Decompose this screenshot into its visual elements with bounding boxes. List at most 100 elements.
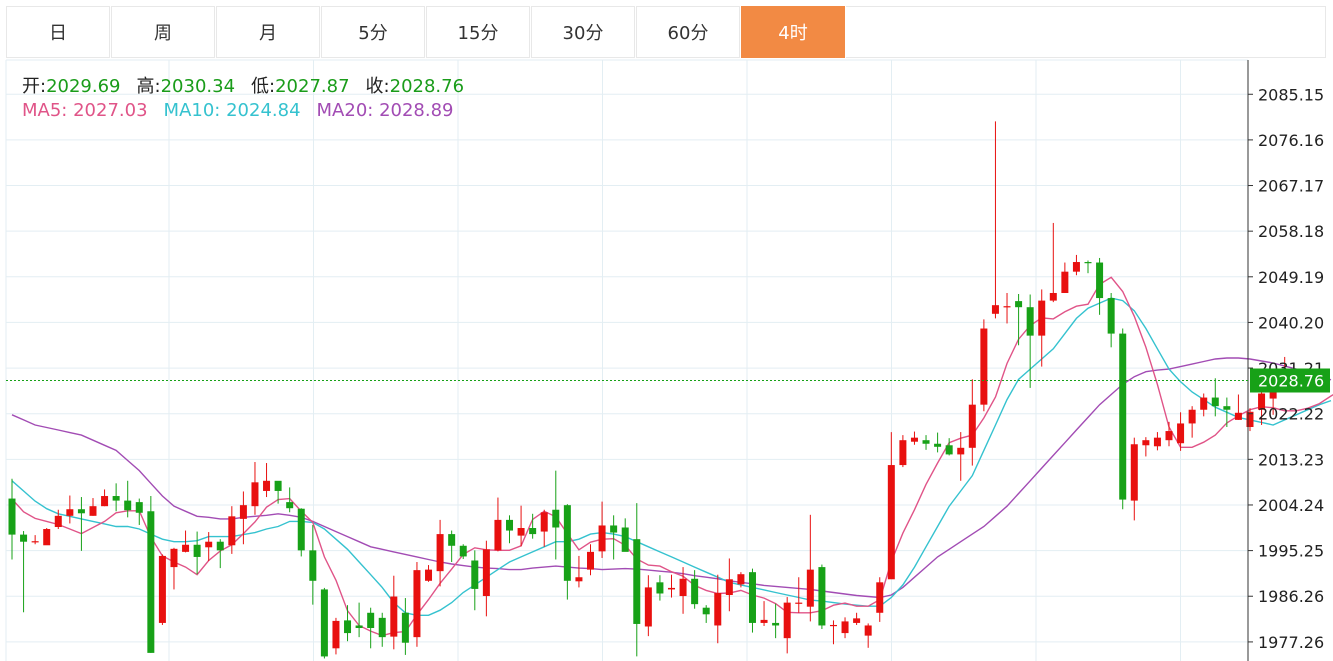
candle-body xyxy=(829,624,837,627)
candle xyxy=(540,509,548,547)
candle-body xyxy=(1153,437,1161,447)
y-tick-label: 2004.24 xyxy=(1258,496,1324,515)
ma10-readout: MA10: 2024.84 xyxy=(164,100,301,121)
candle xyxy=(286,487,294,513)
candle xyxy=(772,603,780,639)
candle xyxy=(714,574,722,644)
candle-body xyxy=(853,618,861,623)
ma20-label: MA20: xyxy=(316,100,374,121)
y-tick-label: 1995.25 xyxy=(1258,542,1324,561)
candle-body xyxy=(158,555,166,623)
tab-4hour[interactable]: 4时 xyxy=(741,6,845,58)
candle xyxy=(621,518,629,552)
candle-body xyxy=(297,508,305,551)
candle xyxy=(216,539,224,569)
y-tick-label: 2058.18 xyxy=(1258,222,1324,241)
candle-body xyxy=(170,548,178,568)
candle-body xyxy=(332,620,340,649)
candle xyxy=(899,435,907,468)
candle xyxy=(737,572,745,588)
candle-body xyxy=(251,482,259,507)
candle-body xyxy=(679,578,687,597)
candle-body xyxy=(147,511,155,653)
candle xyxy=(297,508,305,557)
candle-body xyxy=(135,502,143,513)
tab-30min[interactable]: 30分 xyxy=(531,6,635,58)
candle-body xyxy=(1177,423,1185,444)
candle xyxy=(1026,294,1034,388)
candle-body xyxy=(228,516,236,546)
candle-body xyxy=(471,560,479,589)
candle-body xyxy=(945,445,953,455)
candle xyxy=(1107,292,1115,348)
candle-body xyxy=(1119,333,1127,500)
candle-body xyxy=(610,525,618,533)
candle xyxy=(344,605,352,642)
candle-body xyxy=(344,620,352,634)
candle xyxy=(934,432,942,453)
candle-body xyxy=(783,602,791,639)
candle xyxy=(887,432,895,580)
candle xyxy=(378,612,386,647)
candle-body xyxy=(934,443,942,447)
candle-body xyxy=(320,589,328,657)
candle xyxy=(679,567,687,614)
candle xyxy=(818,564,826,630)
tab-month[interactable]: 月 xyxy=(216,6,320,58)
candle-body xyxy=(448,534,456,546)
candle-body xyxy=(1200,397,1208,410)
tab-day[interactable]: 日 xyxy=(6,6,110,58)
candle xyxy=(401,598,409,655)
candle xyxy=(459,544,467,559)
candle xyxy=(274,480,282,504)
candle-body xyxy=(378,617,386,638)
candle xyxy=(425,565,433,582)
candle-body xyxy=(644,587,652,627)
y-tick-label: 2040.20 xyxy=(1258,313,1324,332)
candle-body xyxy=(89,506,97,516)
candle-body xyxy=(1234,412,1242,420)
candle xyxy=(158,554,166,625)
candle-body xyxy=(818,567,826,626)
candle-body xyxy=(656,582,664,594)
candle xyxy=(829,620,837,645)
tab-15min[interactable]: 15分 xyxy=(426,6,530,58)
open-label: 开: xyxy=(22,76,47,97)
candle-body xyxy=(621,527,629,552)
candle-body xyxy=(1096,262,1104,299)
candle-body xyxy=(193,544,201,557)
candle xyxy=(1153,432,1161,451)
candle xyxy=(170,547,178,590)
tab-week[interactable]: 周 xyxy=(111,6,215,58)
candle xyxy=(494,497,502,552)
candle xyxy=(147,496,155,653)
candle-body xyxy=(367,612,375,629)
candle xyxy=(1096,257,1104,315)
candle-body xyxy=(1258,393,1266,410)
candle-body xyxy=(702,607,710,615)
candle-body xyxy=(968,404,976,448)
candle xyxy=(471,550,479,611)
candle xyxy=(367,607,375,649)
candle-body xyxy=(309,550,317,581)
tabs-filler xyxy=(846,6,1326,58)
candle xyxy=(482,540,490,617)
tab-5min[interactable]: 5分 xyxy=(321,6,425,58)
candle-body xyxy=(910,437,918,442)
candle-body xyxy=(922,440,930,444)
candle xyxy=(760,601,768,626)
candle-body xyxy=(714,592,722,626)
y-axis: 2085.15 2076.16 2067.17 2058.18 2049.19 2040.… xyxy=(6,60,1330,661)
candle-body xyxy=(887,465,895,580)
candle xyxy=(332,617,340,655)
candle xyxy=(1177,412,1185,451)
tab-60min[interactable]: 60分 xyxy=(636,6,740,58)
candle xyxy=(529,513,537,539)
candle xyxy=(633,503,641,657)
candle xyxy=(1258,389,1266,425)
candle-body xyxy=(980,328,988,405)
candle xyxy=(89,498,97,516)
low-value: 2027.87 xyxy=(275,76,350,97)
candle-body xyxy=(957,447,965,455)
